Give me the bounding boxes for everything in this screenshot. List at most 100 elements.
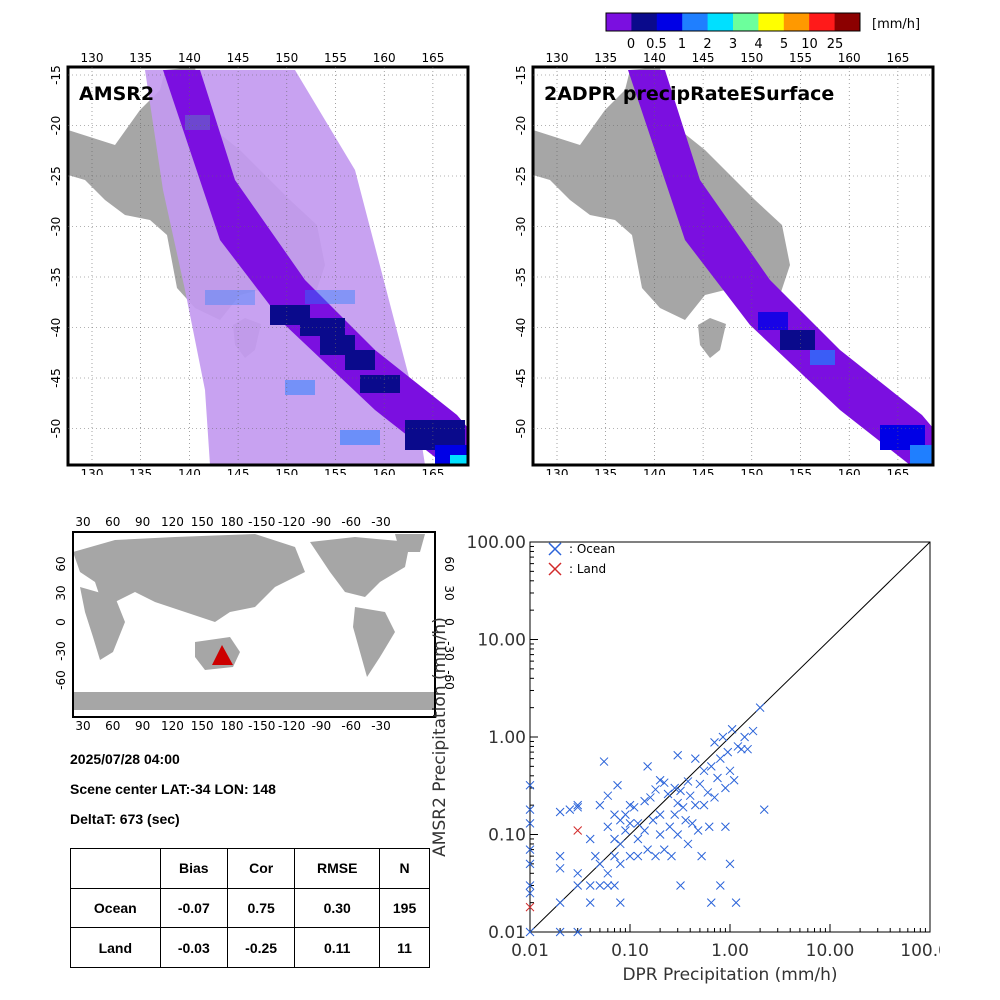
lat-tick-label-left: -20: [49, 116, 63, 136]
world-lat-tick-right: -30: [442, 641, 455, 661]
lon-tick-label-bottom: 165: [421, 467, 444, 475]
lat-tick-label-left: -15: [49, 65, 63, 85]
scatter-point: [704, 822, 714, 832]
amsr2-swath-core: [163, 70, 468, 465]
world-lat-tick-right: 30: [442, 585, 455, 600]
lat-tick-label-right: -50: [474, 419, 475, 439]
scatter-point: [676, 786, 685, 796]
scatter-point: [585, 898, 595, 908]
colorbar-swatch: [707, 13, 734, 31]
scatter-legend: : Ocean: Land: [548, 542, 615, 576]
scatter-point: [725, 766, 735, 776]
scatter-point: [610, 881, 619, 890]
scatter-point: [723, 747, 733, 757]
scatter-point: [525, 780, 535, 790]
scatter-point: [731, 898, 741, 908]
scatter-point: [670, 810, 680, 819]
colorbar-swatch: [783, 13, 810, 31]
world-lon-tick-top: 60: [105, 515, 120, 529]
scatter-point: [599, 757, 609, 766]
lat-tick-label-right: -15: [939, 65, 940, 85]
y-axis-label: AMSR2 Precipitation (mm/h): [430, 617, 450, 857]
lat-tick-label-left: -35: [49, 267, 63, 287]
scatter-point: [573, 802, 583, 812]
lon-tick-label-top: 160: [373, 51, 396, 65]
scatter-point: [673, 798, 683, 808]
lat-tick-label-left: -40: [49, 318, 63, 338]
colorbar-tick-label: 0.5: [646, 37, 667, 52]
scatter-point: [555, 898, 565, 908]
cor-cell: 0.75: [226, 887, 296, 929]
scatter-point: [648, 815, 658, 825]
scatter-point: [683, 839, 693, 849]
lat-tick-label-left: -40: [514, 318, 528, 338]
scatter-point: [633, 834, 643, 844]
amsr2-map-panel: 130 130 135 135 140 140 145 145 150 150 155 155 160 1…: [49, 51, 475, 475]
scatter-point: [610, 851, 619, 861]
scatter-point: [713, 773, 722, 783]
world-lon-tick-top: -120: [278, 515, 305, 529]
scatter-point: [613, 780, 622, 790]
row-label: Land: [70, 927, 161, 968]
lon-tick-label-top: 135: [129, 51, 152, 65]
lon-tick-label-bottom: 135: [594, 467, 617, 475]
dpr-swath: [628, 70, 933, 465]
amsr2-panel-title: AMSR2: [79, 83, 154, 105]
world-lat-tick-right: 0: [442, 618, 455, 626]
colorbar: [mm/h] 0 0.5 1 2 3 4 5 10 25: [605, 12, 920, 52]
scatter-point: [625, 851, 635, 861]
lat-tick-label-right: -45: [474, 368, 475, 388]
lon-tick-label-bottom: 160: [373, 467, 396, 475]
scatter-point: [706, 898, 716, 908]
scatter-point: [695, 779, 705, 789]
scatter-point: [603, 881, 613, 890]
scatter-point: [525, 859, 535, 869]
lon-tick-label-bottom: 140: [178, 467, 201, 475]
scatter-point: [721, 783, 730, 793]
world-lon-tick-top: -150: [248, 515, 275, 529]
scatter-point: [615, 839, 625, 849]
scatter-point: [667, 851, 676, 861]
scatter-point: [525, 881, 535, 890]
scatter-point: [595, 800, 605, 810]
lat-tick-label-right: -15: [474, 65, 475, 85]
world-lon-tick-top: 30: [75, 515, 90, 529]
dpr-tick-labels: 130 130 135 135 140 140 145 145 150 150 155 155 160 1…: [514, 51, 940, 475]
scatter-point: [748, 726, 758, 736]
scatter-point: [555, 851, 565, 861]
legend-entry: : Land: [548, 562, 606, 576]
lat-tick-label-right: -40: [939, 318, 940, 338]
lat-tick-label-right: -35: [939, 267, 940, 287]
world-lat-tick-left: -30: [55, 641, 68, 661]
colorbar-tick-label: 5: [780, 37, 788, 52]
scatter-point: [665, 822, 675, 832]
lon-tick-label-top: 150: [740, 51, 763, 65]
colorbar-swatch: [733, 13, 759, 31]
scatter-point: [659, 778, 669, 788]
table-row: Ocean -0.07 0.75 0.30 195: [70, 887, 430, 929]
world-lon-tick-bottom: 180: [221, 719, 244, 733]
bias-cell: -0.07: [159, 887, 228, 929]
lat-tick-label-right: -35: [474, 267, 475, 287]
scatter-point: [643, 845, 652, 854]
lon-tick-label-top: 155: [324, 51, 347, 65]
scene-datetime: 2025/07/28 04:00: [70, 751, 180, 767]
scatter-points: [525, 703, 769, 937]
bias-cell: -0.03: [159, 927, 228, 968]
scatter-point: [651, 851, 660, 861]
world-lon-tick-bottom: -150: [248, 719, 275, 733]
lon-tick-label-top: 165: [886, 51, 909, 65]
scatter-point: [525, 888, 535, 898]
n-cell: 11: [379, 927, 430, 968]
scatter-point: [565, 805, 575, 814]
lon-tick-label-bottom: 150: [275, 467, 298, 475]
lon-tick-label-bottom: 150: [740, 467, 763, 475]
table-header-cell: Bias: [159, 848, 228, 889]
colorbar-swatch: [656, 13, 683, 31]
scatter-point: [585, 881, 595, 890]
scatter-point: [733, 742, 743, 751]
table-header-cell: RMSE: [294, 848, 381, 889]
rmse-cell: 0.11: [294, 927, 381, 968]
table-header-cell: [70, 848, 161, 889]
world-locator-map: 303060609090120120150150180180-150-150-1…: [55, 515, 455, 733]
